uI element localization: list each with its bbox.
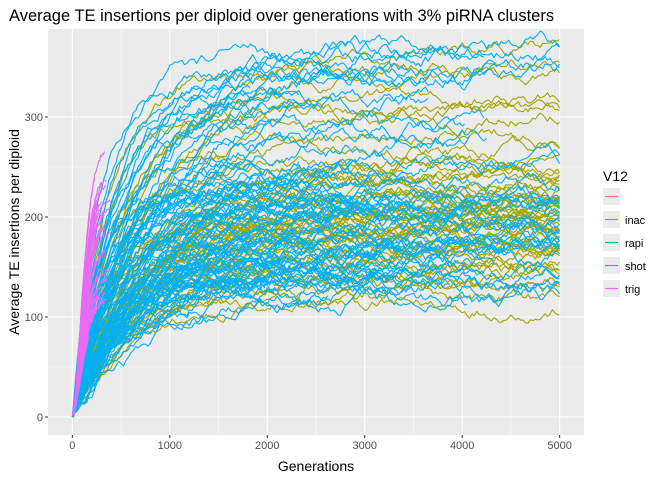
series-line-shot [71,143,561,418]
series-line-shot [71,271,290,418]
series-line-trig [71,237,99,417]
y-axis: 0 100 200 300 [25,112,48,424]
series-line-shot [71,209,560,418]
series-line-shot [71,243,560,418]
series-line-shot [71,257,292,418]
x-tick-label: 2000 [255,440,279,452]
x-axis-title: Generations [278,458,354,474]
legend: V12 inac rapi shot trig [603,168,646,297]
series-line-shot [71,266,560,418]
series-line-shot [71,214,561,418]
series-line-shot [71,44,485,418]
series-line-trig [71,323,89,418]
series-line-shot [71,202,363,418]
series-line-shot [71,163,251,418]
legend-label: rapi [625,238,643,250]
series-line-shot [71,188,397,418]
series-line-shot [71,277,560,418]
series-line-shot [71,227,290,418]
x-tick-label: 1000 [158,440,182,452]
x-tick-label: 3000 [352,440,376,452]
series-line-shot [71,229,561,418]
series-line-shot [71,238,560,418]
series-line-shot [71,261,417,418]
series-layer [71,30,561,418]
series-line-shot [71,192,283,418]
series-line-shot [71,172,253,418]
series-line-shot [71,166,561,418]
series-line-inac [71,62,561,418]
series-line-shot [71,203,480,418]
y-tick-label: 100 [25,312,43,324]
series-line-shot [71,85,251,418]
series-line-shot [71,34,561,418]
series-line-shot [71,129,487,418]
series-line-inac [71,128,560,418]
series-line-shot [71,271,378,418]
x-tick-label: 4000 [450,440,474,452]
series-line-shot [71,281,561,418]
series-line-shot [71,56,560,418]
x-tick-label: 5000 [547,440,571,452]
y-tick-label: 300 [25,112,43,124]
series-line-shot [71,177,392,418]
series-line-shot [71,241,561,418]
series-line-shot [71,161,300,418]
series-line-shot [71,267,451,418]
legend-label: inac [625,215,646,227]
y-tick-label: 200 [25,212,43,224]
x-tick-label: 0 [69,440,75,452]
legend-label: shot [625,261,646,273]
series-line-shot [71,90,310,418]
series-line-shot [71,30,560,418]
series-line-trig [71,151,106,418]
series-line-inac [71,99,561,418]
series-line-shot [71,181,358,418]
series-line-shot [71,184,373,418]
legend-label: trig [625,284,640,296]
series-line-shot [71,295,329,418]
series-line-shot [71,87,283,418]
chart-title: Average TE insertions per diploid over g… [9,7,554,25]
x-axis: 0 1000 2000 3000 4000 5000 [69,435,572,452]
series-line-shot [71,89,429,418]
series-line-rapi [72,415,75,418]
series-line-shot [71,108,485,418]
y-tick-label: 0 [37,412,43,424]
series-line-shot [71,34,441,418]
y-axis-title: Average TE insertions per diploid [6,129,22,335]
series-line-shot [71,172,561,418]
legend-title: V12 [603,168,628,184]
series-line-inac [71,187,561,418]
